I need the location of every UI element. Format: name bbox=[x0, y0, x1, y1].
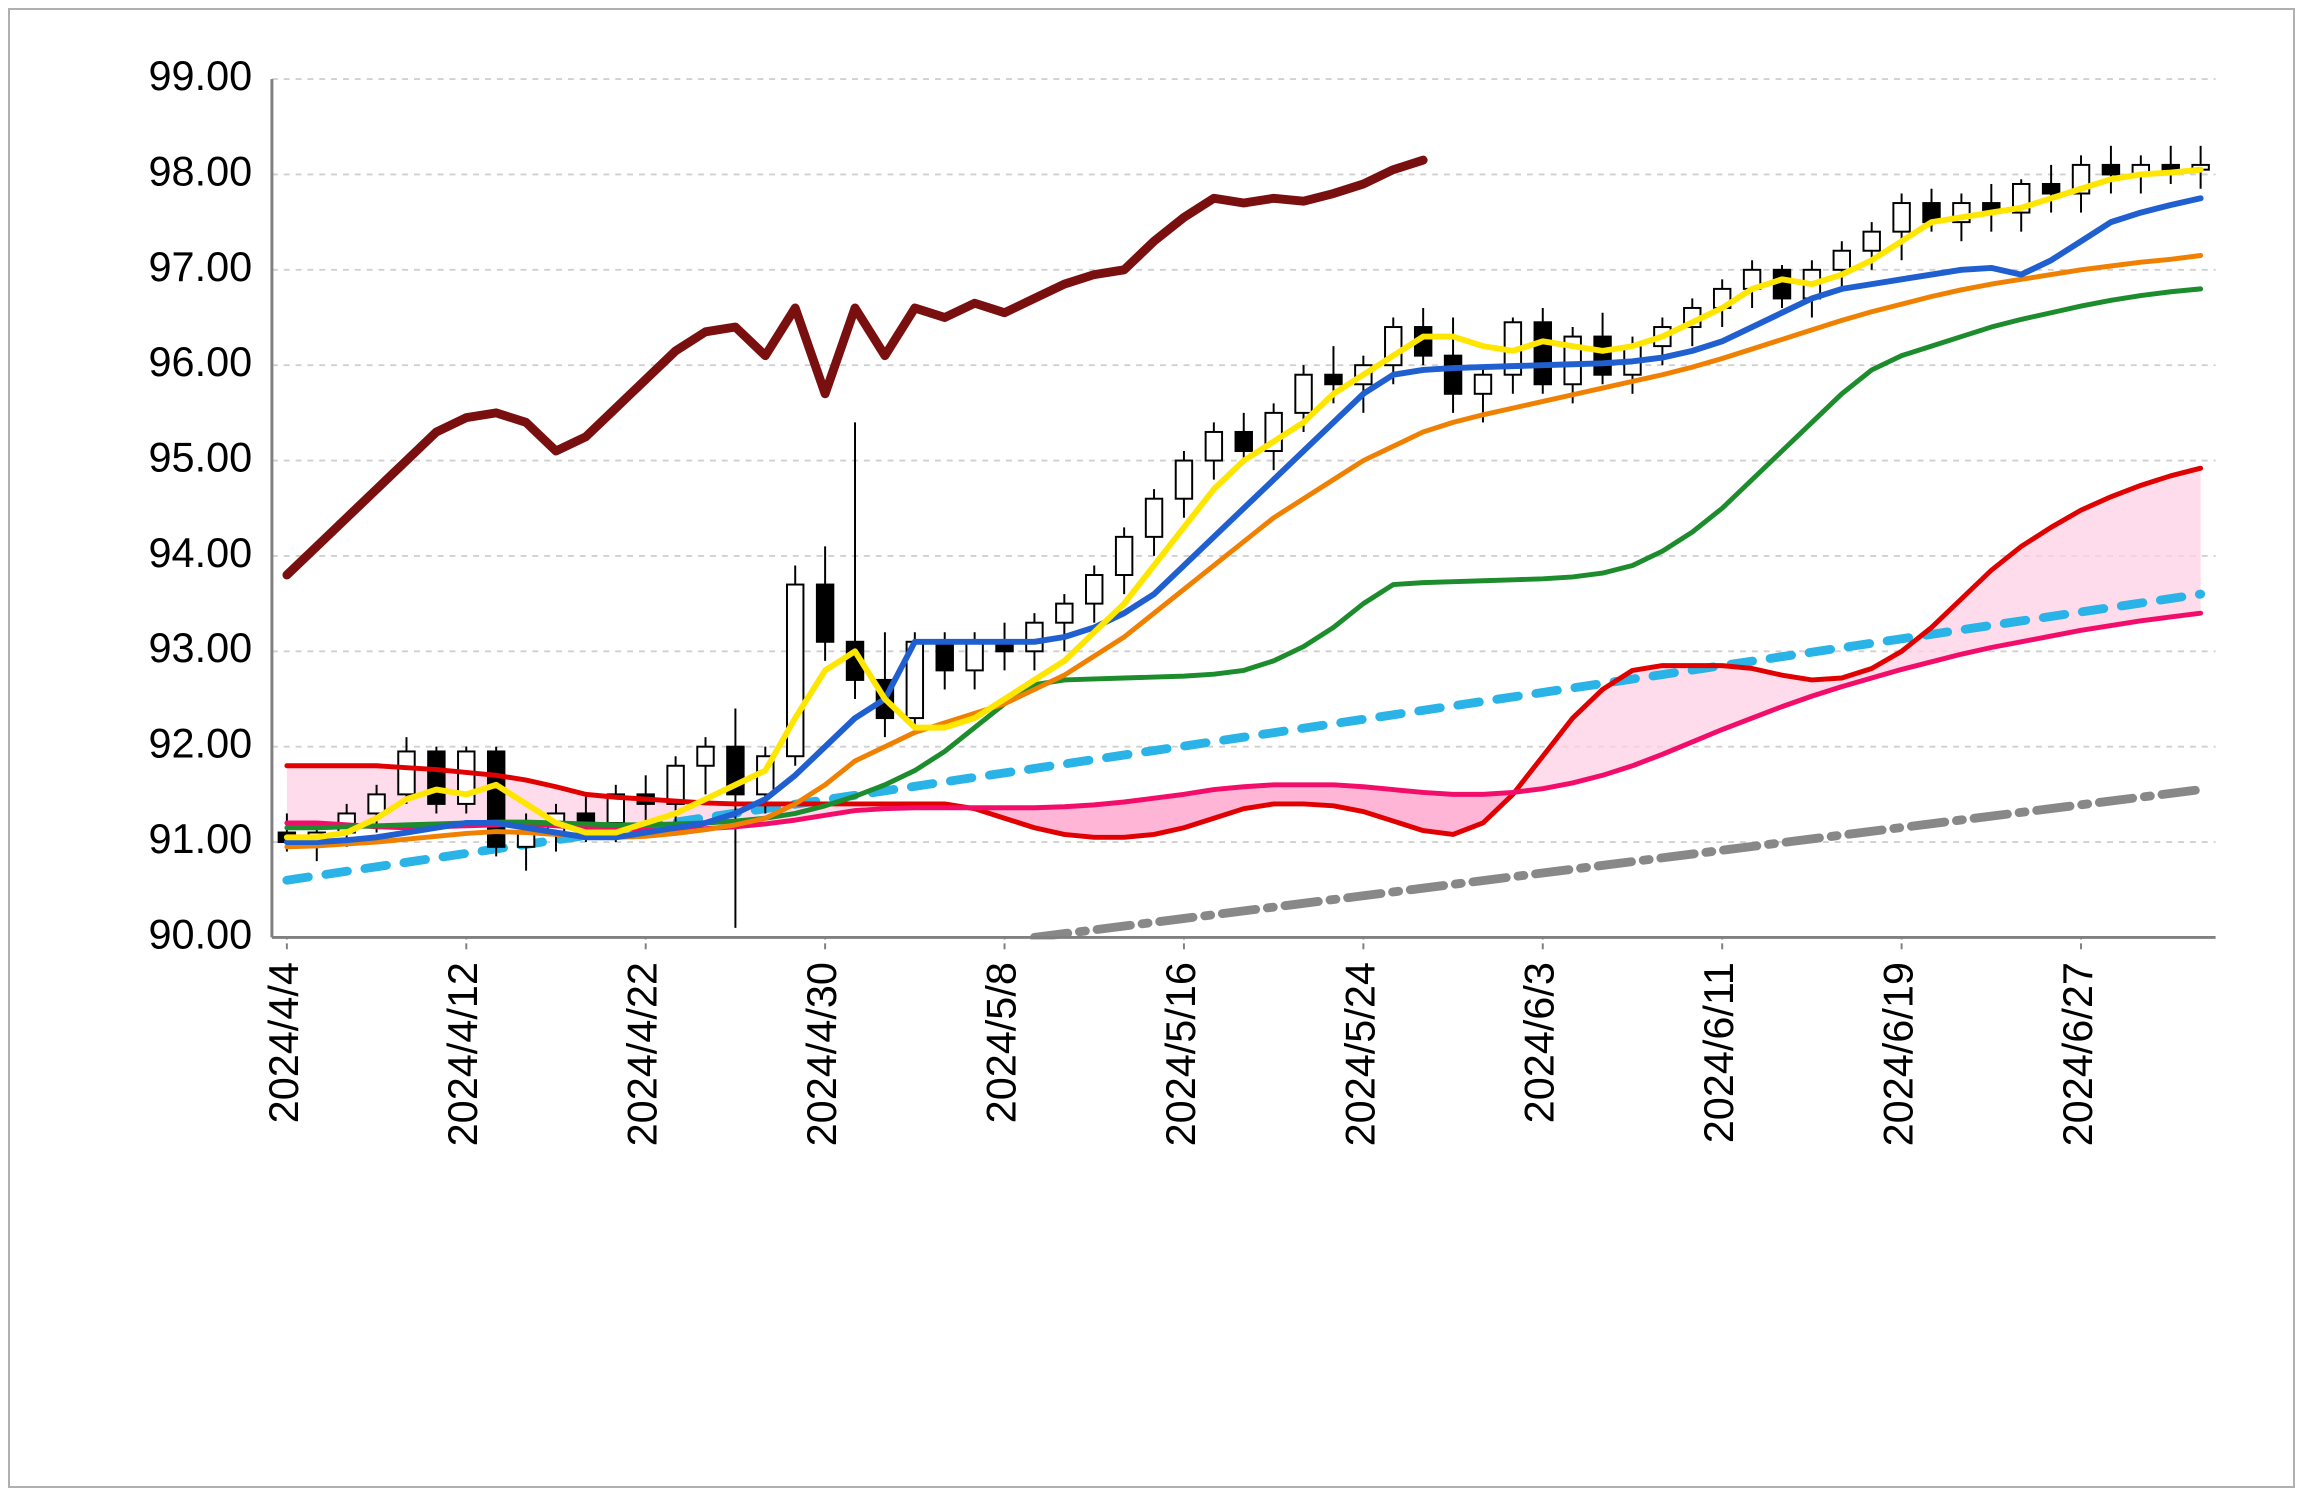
y-tick-label: 92.00 bbox=[149, 720, 253, 767]
ichimoku-cloud bbox=[1515, 468, 2201, 792]
candle-body bbox=[2043, 184, 2059, 194]
candle-body bbox=[368, 794, 384, 813]
candle-body bbox=[1445, 356, 1461, 394]
x-tick-label: 2024/4/22 bbox=[619, 962, 666, 1146]
x-tick-label: 2024/6/3 bbox=[1516, 962, 1563, 1123]
candle-body bbox=[1086, 575, 1102, 604]
x-tick-label: 2024/4/4 bbox=[260, 962, 307, 1123]
y-tick-label: 97.00 bbox=[149, 243, 253, 290]
chart-outer: 90.00 91.00 92.00 93.00 94.00 95.00 96.00 97.00… bbox=[0, 0, 2303, 1496]
candle-body bbox=[1594, 337, 1610, 375]
x-tick-label: 2024/5/16 bbox=[1157, 962, 1204, 1146]
x-tick-label: 2024/4/30 bbox=[798, 962, 845, 1146]
y-tick-label: 91.00 bbox=[149, 815, 253, 862]
candle-body bbox=[1893, 203, 1909, 232]
x-tick-label: 2024/6/19 bbox=[1875, 962, 1922, 1146]
y-tick-label: 93.00 bbox=[149, 624, 253, 671]
candle-body bbox=[2103, 165, 2119, 175]
candle-body bbox=[966, 642, 982, 671]
candle-body bbox=[1176, 461, 1192, 499]
y-tick-label: 94.00 bbox=[149, 529, 253, 576]
chart-border: 90.00 91.00 92.00 93.00 94.00 95.00 96.00 97.00… bbox=[8, 8, 2295, 1488]
candle-body bbox=[1325, 375, 1341, 385]
candle-body bbox=[817, 585, 833, 642]
candle-body bbox=[1863, 232, 1879, 251]
candle-body bbox=[1236, 432, 1252, 451]
x-tick-label: 2024/6/11 bbox=[1695, 962, 1742, 1143]
y-tick-label: 96.00 bbox=[149, 338, 253, 385]
x-tick-label: 2024/6/27 bbox=[2054, 962, 2101, 1146]
ma-orange bbox=[287, 256, 2201, 847]
y-tick-label: 98.00 bbox=[149, 147, 253, 194]
candle-body bbox=[697, 747, 713, 766]
candle-body bbox=[398, 751, 414, 794]
candle-body bbox=[1475, 375, 1491, 394]
candle-body bbox=[1206, 432, 1222, 461]
candle-body bbox=[1026, 623, 1042, 652]
candle-body bbox=[1116, 537, 1132, 575]
kijun-sen bbox=[287, 198, 2201, 842]
candle-body bbox=[1056, 604, 1072, 623]
candle-body bbox=[1834, 251, 1850, 270]
x-tick-label: 2024/5/24 bbox=[1336, 962, 1383, 1146]
candle-body bbox=[428, 751, 444, 803]
y-tick-label: 95.00 bbox=[149, 433, 253, 480]
mask bbox=[274, 939, 2214, 943]
candle-body bbox=[937, 642, 953, 671]
candle-body bbox=[1535, 322, 1551, 384]
x-tick-label: 2024/5/8 bbox=[977, 962, 1024, 1123]
ichimoku-chart: 90.00 91.00 92.00 93.00 94.00 95.00 96.00 97.00… bbox=[10, 10, 2293, 1486]
candle-body bbox=[2163, 165, 2179, 170]
candle-body bbox=[1295, 375, 1311, 413]
y-tick-label: 90.00 bbox=[149, 910, 253, 957]
candle-body bbox=[1146, 499, 1162, 537]
y-tick-label: 99.00 bbox=[149, 52, 253, 99]
candle-body bbox=[667, 766, 683, 804]
x-tick-label: 2024/4/12 bbox=[439, 962, 486, 1146]
